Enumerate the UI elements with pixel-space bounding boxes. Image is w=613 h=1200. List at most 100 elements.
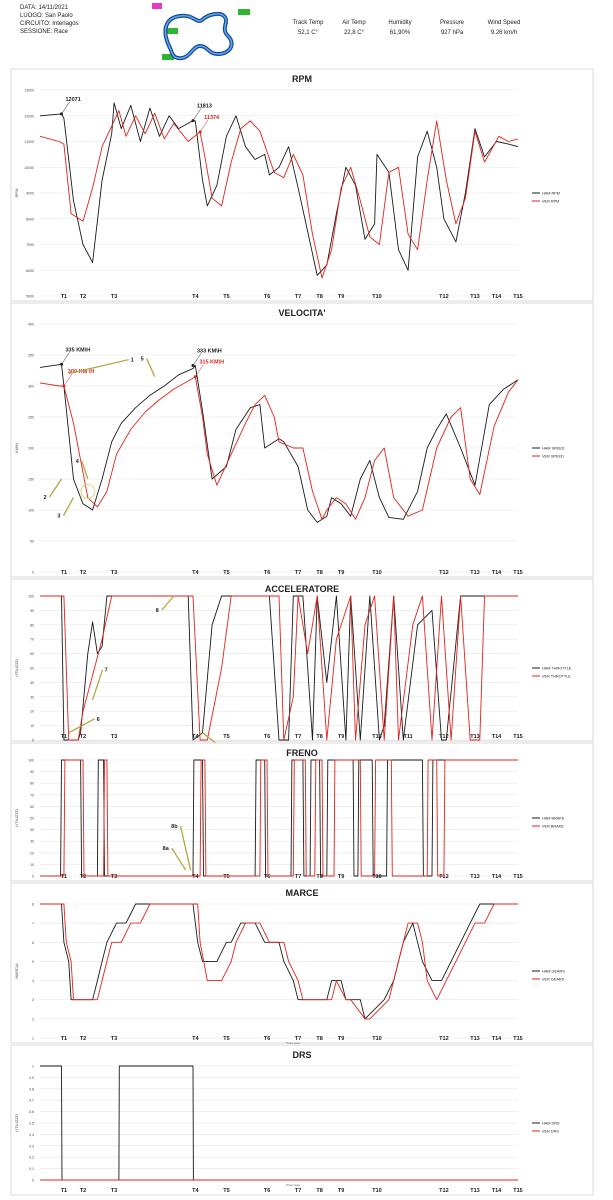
annotation-label: 11813 [197, 104, 212, 110]
y-tick-label: 6000 [26, 269, 34, 273]
chart-border [10, 68, 594, 302]
y-tick-label: 4 [32, 979, 34, 983]
turn-label: T6 [264, 1188, 270, 1194]
series-line-ham [40, 1065, 518, 1181]
turn-label: T5 [223, 294, 229, 300]
x-axis-label: Titolo asse [286, 1183, 301, 1187]
turn-label: T15 [513, 874, 522, 880]
y-tick-label: 30 [30, 695, 34, 699]
weather-value: 927 hPa [440, 30, 464, 36]
y-axis-label: UTILIZZO [14, 809, 19, 827]
chart-border [10, 882, 594, 1044]
y-tick-label: 40 [30, 681, 34, 685]
turn-label: T9 [338, 1036, 344, 1042]
y-tick-label: 1 [32, 1037, 34, 1041]
turn-label: T5 [223, 734, 229, 740]
y-tick-label: 400 [28, 323, 34, 327]
series-line-ham [40, 595, 518, 741]
turn-label: T14 [492, 1036, 502, 1042]
marker-label: 4 [76, 459, 80, 465]
chart-border [10, 302, 594, 578]
y-tick-label: 5 [32, 960, 34, 964]
legend-label: VER BRAKE [542, 825, 564, 829]
y-tick-label: 7000 [26, 243, 34, 247]
series-line-ham [39, 102, 519, 276]
weather-label: Pressure [439, 20, 464, 26]
y-tick-label: 0 [32, 1179, 34, 1183]
turn-label: T2 [80, 1188, 86, 1194]
y-tick-label: 7 [32, 922, 34, 926]
weather-value: 22,8 C° [343, 30, 365, 36]
annotation-dot [191, 364, 195, 368]
turn-label: T3 [111, 570, 117, 576]
y-tick-label: 50 [30, 667, 34, 671]
marker-arrow [68, 358, 129, 375]
turn-label: T10 [372, 570, 381, 576]
legend-label: VER THROTTLE [542, 675, 571, 679]
y-tick-label: 90 [30, 770, 34, 774]
turn-label: T12 [439, 1188, 448, 1194]
weather-label: Wind Speed [487, 20, 521, 26]
y-tick-label: 200 [28, 447, 34, 451]
y-axis-label: KM\H [14, 443, 19, 453]
y-tick-label: 20 [30, 710, 34, 714]
turn-label: T5 [223, 1188, 229, 1194]
legend-label: HAM DRS [542, 1122, 560, 1126]
series-line-ham [40, 903, 518, 1020]
y-tick-label: 0,5 [29, 1122, 34, 1126]
turn-label: T8 [316, 734, 322, 740]
y-axis-label: UTILIZZO [14, 659, 19, 677]
session-header: DATA: 14/11/2021 LUOGO: San Paolo CIRCUI… [0, 0, 613, 70]
y-tick-label: 12000 [24, 114, 34, 118]
turn-label: T7 [295, 294, 301, 300]
marker-arrow [179, 826, 192, 871]
turn-label: T2 [80, 1036, 86, 1042]
weather-wind-speed: Wind Speed 9.26 km/h [474, 20, 534, 36]
y-tick-label: 1 [32, 1065, 34, 1069]
y-tick-label: 3 [32, 998, 34, 1002]
turn-label: T9 [338, 294, 344, 300]
weather-value: 61,90% [389, 30, 411, 36]
annotation-label: 12071 [66, 97, 81, 103]
legend-label: VER SPEED [542, 455, 564, 459]
y-axis-label: MARCIA [14, 963, 19, 979]
y-tick-label: 10000 [24, 166, 34, 170]
series-line-ver [40, 759, 518, 877]
y-tick-label: 8 [32, 903, 34, 907]
turn-label: T14 [492, 294, 502, 300]
turn-label: T12 [439, 1036, 448, 1042]
y-tick-label: 0 [32, 875, 34, 879]
y-tick-label: 2 [32, 1017, 34, 1021]
turn-label: T4 [192, 874, 199, 880]
y-tick-label: 11000 [25, 140, 35, 144]
annotation-leader [192, 353, 202, 366]
y-tick-label: 0 [32, 571, 34, 575]
turn-label: T5 [223, 570, 229, 576]
annotation-label: 335 KM\H [66, 347, 91, 353]
session-place: LUOGO: San Paolo [20, 13, 73, 19]
y-tick-label: 50 [30, 540, 34, 544]
turn-label: T6 [264, 294, 270, 300]
chart-panel-3: ACCELERATORE 0 10 20 30 40 50 60 70 80 90 100 UTILIZ… [10, 578, 594, 751]
y-tick-label: 0,1 [29, 1167, 34, 1171]
chart-title: DRS [292, 1050, 311, 1060]
annotation-leader [195, 364, 204, 377]
turn-label: T1 [61, 294, 67, 300]
y-axis-label: UTILIZZO [14, 1114, 19, 1132]
turn-label: T1 [61, 1036, 67, 1042]
turn-label: T14 [492, 1188, 502, 1194]
turn-label: T4 [192, 734, 199, 740]
turn-label: T12 [439, 570, 448, 576]
turn-label: T1 [61, 874, 67, 880]
annotation-leader [61, 101, 70, 115]
turn-label: T6 [264, 570, 270, 576]
turn-label: T15 [513, 1036, 522, 1042]
marker-label: 2 [43, 495, 46, 501]
y-tick-label: 60 [30, 805, 34, 809]
turn-label: T8 [316, 570, 322, 576]
annotation-leader [63, 373, 73, 387]
chart-panel-4: FRENO 0 10 20 30 40 50 60 70 80 90 100 UTILIZZO T1 T2 T… [10, 742, 594, 882]
weather-air-temp: Air Temp 22,8 C° [324, 20, 384, 36]
y-tick-label: 0,9 [29, 1076, 34, 1080]
marker-label: 8 [156, 608, 159, 614]
